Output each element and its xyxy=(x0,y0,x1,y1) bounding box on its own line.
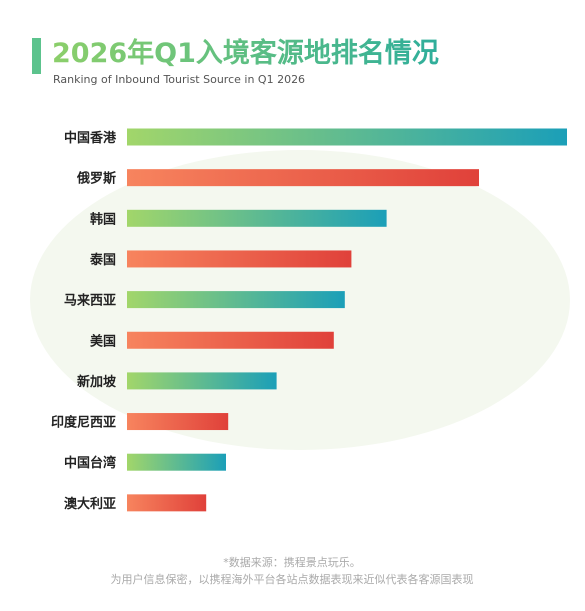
bar xyxy=(127,494,207,512)
y-tick-label: 中国台湾 xyxy=(64,455,116,471)
bar xyxy=(127,372,277,390)
note: *数据来源：携程景点玩乐。 xyxy=(223,555,361,569)
y-tick-label: 印度尼西亚 xyxy=(51,415,116,431)
y-tick-label: 美国 xyxy=(90,333,116,349)
bar xyxy=(127,331,334,349)
bar xyxy=(127,291,345,309)
title-accent xyxy=(32,38,41,74)
bar xyxy=(127,250,352,268)
y-tick-label: 新加坡 xyxy=(77,374,117,390)
bar xyxy=(127,169,479,187)
bar xyxy=(127,128,567,146)
bar xyxy=(127,453,226,471)
y-tick-label: 马来西亚 xyxy=(64,293,116,309)
chart-title: 2026年Q1入境客源地排名情况 xyxy=(52,37,439,69)
y-tick-label: 泰国 xyxy=(89,252,116,268)
chart-subtitle: Ranking of Inbound Tourist Source in Q1 … xyxy=(53,73,305,86)
y-tick-label: 中国香港 xyxy=(64,130,117,146)
bar xyxy=(127,209,387,227)
y-tick-label: 韩国 xyxy=(90,211,116,227)
y-tick-label: 澳大利亚 xyxy=(64,496,116,512)
note: 为用户信息保密，以携程海外平台各站点数据表现来近似代表各客源国表现 xyxy=(111,572,474,586)
y-tick-label: 俄罗斯 xyxy=(76,171,116,187)
bar xyxy=(127,413,229,431)
